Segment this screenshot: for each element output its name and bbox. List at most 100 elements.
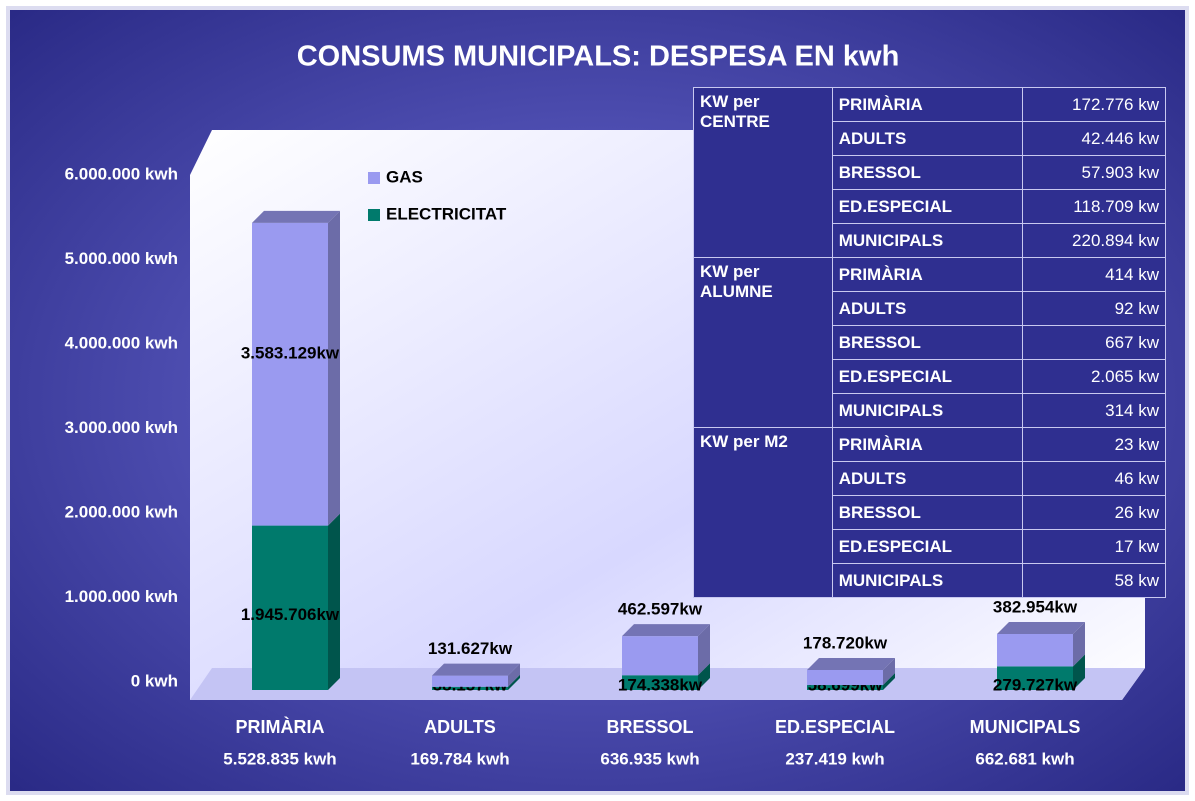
y-tick-label: 6.000.000 kwh <box>65 164 178 183</box>
bar <box>997 634 1073 667</box>
bar <box>622 636 698 676</box>
x-tick-label: PRIMÀRIA <box>236 716 325 737</box>
row-value: 220.894 kw <box>1022 223 1166 258</box>
table-row: KW per ALUMNE PRIMÀRIA 414 kw <box>693 257 1166 428</box>
group-label: KW per M2 <box>693 427 833 598</box>
row-name: BRESSOL <box>831 495 1024 530</box>
x-tick-label: ED.ESPECIAL <box>775 717 895 737</box>
row-name: ED.ESPECIAL <box>831 359 1024 394</box>
row-value: 118.709 kw <box>1022 189 1166 224</box>
table-row: MUNICIPALS 58 kw <box>694 563 1166 598</box>
legend-label: GAS <box>386 167 423 186</box>
bar <box>252 222 328 526</box>
y-tick-label: 4.000.000 kwh <box>65 333 178 352</box>
table-row: KW per CENTRE PRIMÀRIA 172.776 kw <box>693 87 1166 258</box>
row-value: 23 kw <box>1022 427 1166 462</box>
value-label: 279.727kw <box>993 675 1078 694</box>
value-label: 462.597kw <box>618 600 703 619</box>
row-name: MUNICIPALS <box>831 393 1024 428</box>
bar-top <box>432 663 520 676</box>
bar-side <box>1073 622 1085 667</box>
row-name: PRIMÀRIA <box>831 87 1024 122</box>
row-value: 46 kw <box>1022 461 1166 496</box>
group-label: KW per CENTRE <box>693 87 833 258</box>
x-tick-label: MUNICIPALS <box>970 717 1081 737</box>
row-name: ADULTS <box>831 461 1024 496</box>
bar <box>432 675 508 687</box>
row-name: BRESSOL <box>831 325 1024 360</box>
row-name: MUNICIPALS <box>831 563 1024 598</box>
row-value: 667 kw <box>1022 325 1166 360</box>
row-name: BRESSOL <box>831 155 1024 190</box>
bar-top <box>622 624 710 637</box>
value-label: 1.945.706kw <box>241 605 340 624</box>
group-label: KW per ALUMNE <box>693 257 833 428</box>
row-name: ADULTS <box>831 291 1024 326</box>
row-value: 42.446 kw <box>1022 121 1166 156</box>
bar-top <box>252 210 340 223</box>
row-value: 58 kw <box>1022 563 1166 598</box>
row-name: MUNICIPALS <box>831 223 1024 258</box>
row-value: 92 kw <box>1022 291 1166 326</box>
y-tick-label: 3.000.000 kwh <box>65 418 178 437</box>
row-value: 314 kw <box>1022 393 1166 428</box>
bar <box>432 686 508 690</box>
bar-side <box>1073 654 1085 690</box>
value-label: 174.338kw <box>618 675 703 694</box>
table-row: MUNICIPALS 314 kw <box>694 393 1166 428</box>
x-tick-sublabel: 237.419 kwh <box>785 749 884 768</box>
value-label: 382.954kw <box>993 597 1078 616</box>
row-name: PRIMÀRIA <box>831 427 1024 462</box>
table-row: BRESSOL 667 kw <box>694 325 1166 360</box>
row-name: ED.ESPECIAL <box>831 529 1024 564</box>
x-tick-label: BRESSOL <box>606 717 693 737</box>
bar-top <box>997 622 1085 635</box>
bar <box>997 666 1073 690</box>
y-tick-label: 1.000.000 kwh <box>65 587 178 606</box>
table-row: ED.ESPECIAL 17 kw <box>694 529 1166 564</box>
table-row: MUNICIPALS 220.894 kw <box>694 223 1166 258</box>
value-label: 178.720kw <box>803 633 888 652</box>
table-row: BRESSOL 26 kw <box>694 495 1166 530</box>
row-value: 57.903 kw <box>1022 155 1166 190</box>
row-value: 26 kw <box>1022 495 1166 530</box>
bar-side <box>328 513 340 690</box>
bar-side <box>698 663 710 690</box>
table-row: KW per M2 PRIMÀRIA 23 kw <box>693 427 1166 598</box>
row-value: 172.776 kw <box>1022 87 1166 122</box>
bar-top <box>807 657 895 670</box>
y-tick-label: 2.000.000 kwh <box>65 502 178 521</box>
x-tick-label: ADULTS <box>424 717 496 737</box>
table-row: ED.ESPECIAL 118.709 kw <box>694 189 1166 224</box>
row-value: 2.065 kw <box>1022 359 1166 394</box>
row-name: PRIMÀRIA <box>831 257 1024 292</box>
row-value: 414 kw <box>1022 257 1166 292</box>
bar-side <box>328 210 340 526</box>
value-label: 3.583.129kw <box>241 344 340 363</box>
chart-title: CONSUMS MUNICIPALS: DESPESA EN kwh <box>297 41 900 73</box>
y-tick-label: 0 kwh <box>131 671 178 690</box>
info-table: KW per CENTRE PRIMÀRIA 172.776 kw ADULTS 42.… <box>693 87 1166 598</box>
bar <box>252 525 328 690</box>
table-row: ADULTS 92 kw <box>694 291 1166 326</box>
bar <box>807 685 883 690</box>
table-row: ADULTS 46 kw <box>694 461 1166 496</box>
y-tick-label: 5.000.000 kwh <box>65 249 178 268</box>
bar-side <box>698 624 710 676</box>
row-name: ED.ESPECIAL <box>831 189 1024 224</box>
table-row: BRESSOL 57.903 kw <box>694 155 1166 190</box>
x-tick-sublabel: 169.784 kwh <box>410 749 509 768</box>
legend-swatch <box>368 209 380 221</box>
row-name: ADULTS <box>831 121 1024 156</box>
legend-label: ELECTRICITAT <box>386 204 507 223</box>
bar-side <box>508 663 520 687</box>
x-tick-sublabel: 662.681 kwh <box>975 749 1074 768</box>
bar <box>622 675 698 690</box>
row-value: 17 kw <box>1022 529 1166 564</box>
bar-side <box>508 674 520 690</box>
table-row: ADULTS 42.446 kw <box>694 121 1166 156</box>
x-tick-sublabel: 636.935 kwh <box>600 749 699 768</box>
x-tick-sublabel: 5.528.835 kwh <box>223 749 336 768</box>
value-label: 131.627kw <box>428 639 513 658</box>
